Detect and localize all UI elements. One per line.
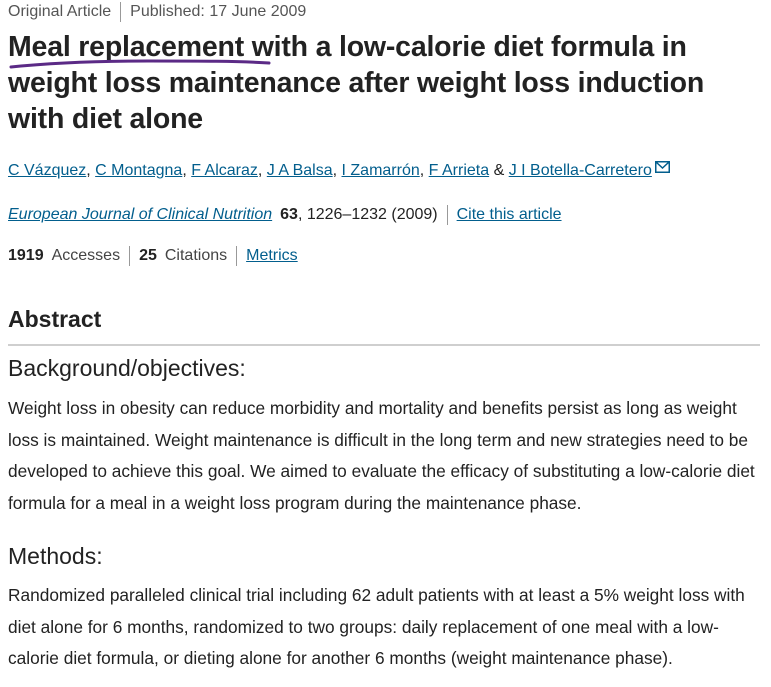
citations-label: Citations [164, 247, 228, 264]
author-separator: , [182, 162, 192, 179]
author-separator: , [86, 162, 96, 179]
metrics-link[interactable]: Metrics [246, 247, 298, 264]
journal-pages-year: , 1226–1232 (2009) [297, 206, 438, 223]
author-link[interactable]: C Montagna [95, 162, 183, 179]
abstract-divider [8, 344, 760, 346]
author-conjunction: & [489, 162, 509, 179]
author-separator: , [332, 162, 342, 179]
journal-volume: 63 [280, 206, 298, 223]
accesses-count: 1919 [8, 247, 44, 264]
journal-link[interactable]: European Journal of Clinical Nutrition [8, 206, 273, 223]
author-link[interactable]: F Alcaraz [191, 162, 258, 179]
section-text-methods: Randomized paralleled clinical trial inc… [8, 585, 745, 668]
author-link[interactable]: J A Balsa [266, 162, 333, 179]
accesses-label: Accesses [51, 247, 121, 264]
article-type: Original Article [8, 3, 112, 20]
author-link[interactable]: F Arrieta [428, 162, 490, 179]
journal-line: European Journal of Clinical Nutrition 6… [8, 205, 562, 225]
cite-article-link[interactable]: Cite this article [456, 206, 562, 223]
author-link[interactable]: I Zamarrón [341, 162, 420, 179]
article-stats: 1919 Accesses 25 Citations Metrics [8, 246, 298, 266]
envelope-icon[interactable] [654, 160, 670, 178]
divider [236, 246, 238, 266]
author-link[interactable]: J I Botella-Carretero [508, 162, 652, 179]
divider [120, 2, 122, 22]
section-text-background: Weight loss in obesity can reduce morbid… [8, 398, 755, 513]
author-separator: , [419, 162, 429, 179]
published-date: Published: 17 June 2009 [130, 3, 307, 20]
citations-count: 25 [139, 247, 157, 264]
author-list: C Vázquez, C Montagna, F Alcaraz, J A Ba… [8, 160, 670, 180]
section-heading-background: Background/objectives: [8, 355, 246, 381]
author-link[interactable]: C Vázquez [8, 162, 87, 179]
author-separator: , [257, 162, 267, 179]
abstract-heading: Abstract [8, 306, 102, 332]
section-heading-methods: Methods: [8, 543, 103, 569]
article-title: Meal replacement with a low-calorie diet… [8, 31, 705, 135]
article-meta: Original Article Published: 17 June 2009 [8, 2, 306, 22]
divider [446, 205, 448, 225]
divider [129, 246, 131, 266]
